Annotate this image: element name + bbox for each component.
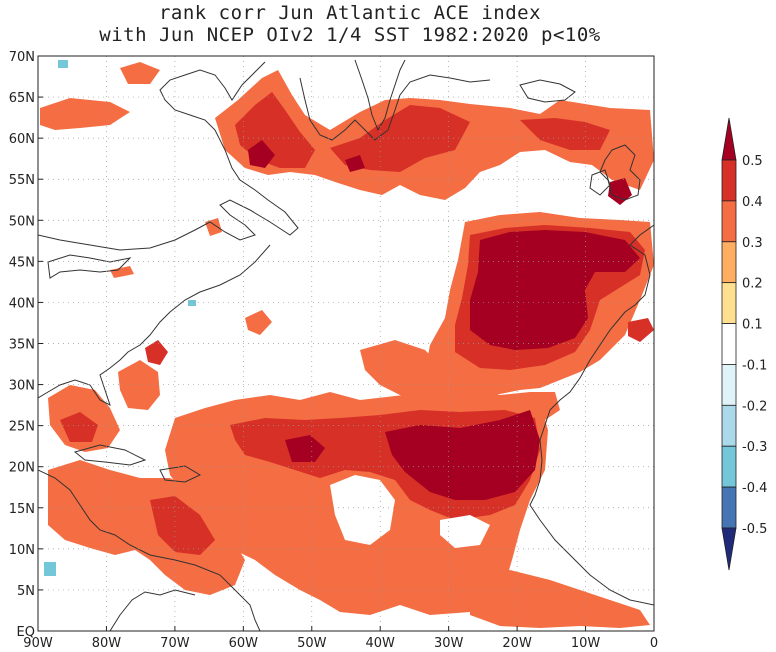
coast-great-lakes <box>47 254 132 279</box>
coast-us-east <box>38 244 271 406</box>
coast-north-america <box>38 61 299 251</box>
hole-north-1 <box>520 175 600 205</box>
field-mid-patch <box>245 310 272 335</box>
tick-label-lat: 25N <box>9 420 35 435</box>
colorbar-label: -0.5 <box>742 522 767 537</box>
tick-label-lat: 20N <box>9 461 35 476</box>
colorbar-label: -0.1 <box>742 358 767 373</box>
tick-label-lon: 0 <box>650 636 658 651</box>
field-hudson-strip <box>40 98 130 130</box>
colorbar-label: 0.4 <box>742 195 763 210</box>
coast-labrador <box>299 74 491 141</box>
plot-frame <box>37 55 655 632</box>
field-biscay <box>628 318 654 342</box>
colorbar-extend-low <box>721 527 737 571</box>
coast-europe <box>544 224 654 426</box>
field-great-lakes <box>110 266 134 278</box>
colorbar-label: 0.5 <box>742 154 763 169</box>
neg-patch-pacific <box>44 562 56 576</box>
colorbar-segment <box>721 159 737 202</box>
tick-label-lat: EQ <box>17 625 35 640</box>
tick-label-lat: 60N <box>9 132 35 147</box>
tick-label-lat: 55N <box>9 173 35 188</box>
coast-central-america <box>38 469 261 631</box>
tick-label-lat: 40N <box>9 296 35 311</box>
title-line-2: with Jun NCEP OIv2 1/4 SST 1982:2020 p<1… <box>99 24 601 46</box>
tick-label-lon: 10W <box>571 636 601 651</box>
colorbar-label: 0.1 <box>742 318 763 333</box>
field-north-05-c <box>345 155 365 172</box>
field-gulf-04 <box>60 412 98 442</box>
tick-label-lat: 45N <box>9 255 35 270</box>
coast-south-america <box>109 589 196 631</box>
colorbar-label: -0.4 <box>742 481 767 496</box>
field-north-05-b <box>608 178 632 205</box>
tick-label-lon: 40W <box>366 636 396 651</box>
hole-mdr-2 <box>440 515 490 548</box>
hole-mdr-1 <box>330 475 395 545</box>
colorbar-segment <box>721 282 737 324</box>
tick-label-lon: 80W <box>92 636 122 651</box>
field-cape-hatteras <box>145 340 168 365</box>
tick-label-lat: 70N <box>9 50 35 65</box>
tick-label-lat: 50N <box>9 214 35 229</box>
field-eq-east <box>470 570 650 628</box>
tick-label-lon: 60W <box>229 636 259 651</box>
coast-greenland <box>354 59 406 132</box>
colorbar-label: 0.3 <box>742 236 763 251</box>
neg-patch-hudson <box>58 60 68 68</box>
correlation-field <box>40 60 654 628</box>
colorbar-segment <box>721 200 737 243</box>
field-caribbean <box>48 460 245 595</box>
tick-label-lon: 20W <box>502 636 532 651</box>
field-caribbean-04 <box>150 496 215 555</box>
graticule <box>38 56 654 631</box>
tick-label-lon: 50W <box>297 636 327 651</box>
coast-hispaniola <box>159 465 202 483</box>
coast-cuba <box>73 444 147 466</box>
coast-iceland <box>519 79 576 103</box>
tick-label-lat: 15N <box>9 502 35 517</box>
colorbar-label: 0.2 <box>742 277 763 292</box>
title-line-1: rank corr Jun Atlantic ACE index <box>158 2 542 24</box>
field-baffin-top <box>120 62 160 84</box>
field-north-04-c <box>520 118 610 150</box>
coast-uk <box>599 144 641 201</box>
tick-label-lat: 10N <box>9 543 35 558</box>
field-mdr-05 <box>385 410 540 500</box>
colorbar-segment <box>721 323 737 365</box>
colorbar-segment <box>721 445 737 488</box>
colorbar-label: -0.2 <box>742 399 767 414</box>
axis-ticks: 90W 80W 70W 60W 50W 40W 30W 20W 10W 0 EQ 5N 10N 15N 20… <box>9 50 658 651</box>
coastlines <box>38 59 654 631</box>
field-north-05-a <box>248 140 275 168</box>
field-florida-coast <box>118 360 160 410</box>
field-gulf-stl <box>205 218 222 236</box>
colorbar: 0.5 0.4 0.3 0.2 0.1 -0.1 -0.2 -0.3 -0.4 -0.5 <box>721 117 767 571</box>
colorbar-segment <box>721 364 737 406</box>
coast-ireland <box>589 169 611 196</box>
colorbar-segment <box>721 404 737 447</box>
colorbar-label: -0.3 <box>742 440 767 455</box>
tick-label-lat: 65N <box>9 91 35 106</box>
tick-label-lon: 30W <box>434 636 464 651</box>
colorbar-extend-high <box>721 117 737 161</box>
tick-label-lon: 70W <box>160 636 190 651</box>
tick-label-lat: 35N <box>9 338 35 353</box>
tick-label-lat: 30N <box>9 379 35 394</box>
colorbar-segment <box>721 486 737 529</box>
tick-label-lon: 90W <box>23 636 53 651</box>
field-north-04-b <box>330 105 470 172</box>
field-east-05 <box>470 230 640 350</box>
field-mdr-05-b <box>285 435 325 462</box>
neg-patch-mid <box>188 300 196 306</box>
colorbar-segment <box>721 241 737 284</box>
tick-label-lat: 5N <box>17 584 35 599</box>
coast-africa <box>529 424 654 606</box>
